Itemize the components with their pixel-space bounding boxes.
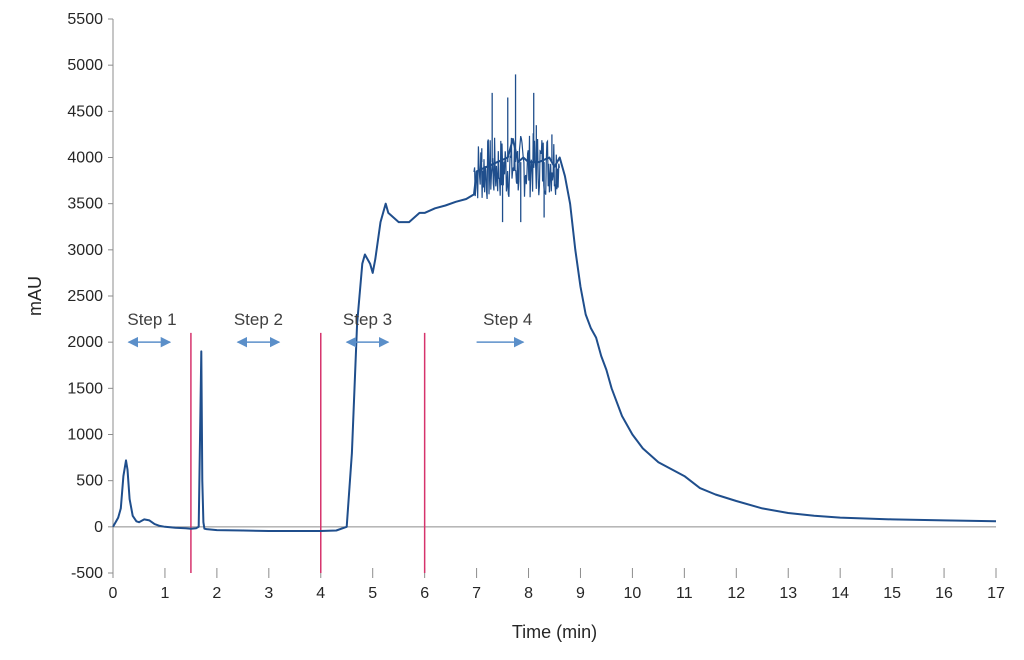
y-tick-label: 1000 bbox=[67, 427, 103, 444]
x-tick-label: 11 bbox=[676, 585, 693, 602]
y-tick-label: 0 bbox=[94, 519, 103, 536]
step-label: Step 1 bbox=[127, 310, 176, 329]
y-tick-label: 2000 bbox=[67, 334, 103, 351]
step-label: Step 4 bbox=[483, 310, 532, 329]
step-label: Step 3 bbox=[343, 310, 392, 329]
y-tick-label: -500 bbox=[71, 565, 103, 582]
x-tick-label: 15 bbox=[883, 585, 901, 602]
series-noise bbox=[473, 133, 560, 200]
step-label: Step 2 bbox=[234, 310, 283, 329]
step-annotations: Step 1 Step 2 Step 3 Step 4 bbox=[127, 310, 532, 348]
y-tick-label: 3000 bbox=[67, 242, 103, 259]
x-tick-label: 3 bbox=[264, 585, 273, 602]
y-tick-label: 1500 bbox=[67, 380, 103, 397]
x-tick-label: 7 bbox=[472, 585, 481, 602]
x-tick-label: 4 bbox=[316, 585, 325, 602]
x-tick-label: 14 bbox=[831, 585, 849, 602]
y-tick-label: 5500 bbox=[67, 11, 103, 28]
series-line bbox=[112, 138, 997, 532]
x-tick-label: 17 bbox=[987, 585, 1005, 602]
axes: -500050010001500200025003000350040004500… bbox=[67, 11, 1005, 602]
y-tick-label: 2500 bbox=[67, 288, 103, 305]
y-axis-title: mAU bbox=[25, 276, 45, 316]
x-tick-label: 5 bbox=[368, 585, 377, 602]
step-dividers bbox=[190, 332, 426, 573]
y-tick-label: 4500 bbox=[67, 103, 103, 120]
x-tick-label: 16 bbox=[935, 585, 953, 602]
x-tick-label: 6 bbox=[420, 585, 429, 602]
x-tick-label: 8 bbox=[524, 585, 533, 602]
x-tick-label: 12 bbox=[727, 585, 745, 602]
y-tick-label: 5000 bbox=[67, 57, 103, 74]
x-axis-title: Time (min) bbox=[512, 622, 597, 642]
y-tick-label: 500 bbox=[76, 473, 103, 490]
x-tick-label: 10 bbox=[624, 585, 642, 602]
x-tick-label: 2 bbox=[212, 585, 221, 602]
y-tick-label: 3500 bbox=[67, 196, 103, 213]
x-tick-label: 13 bbox=[779, 585, 797, 602]
x-tick-label: 0 bbox=[109, 585, 118, 602]
y-tick-label: 4000 bbox=[67, 150, 103, 167]
x-tick-label: 1 bbox=[160, 585, 169, 602]
x-tick-label: 9 bbox=[576, 585, 585, 602]
series-layer bbox=[112, 74, 997, 532]
